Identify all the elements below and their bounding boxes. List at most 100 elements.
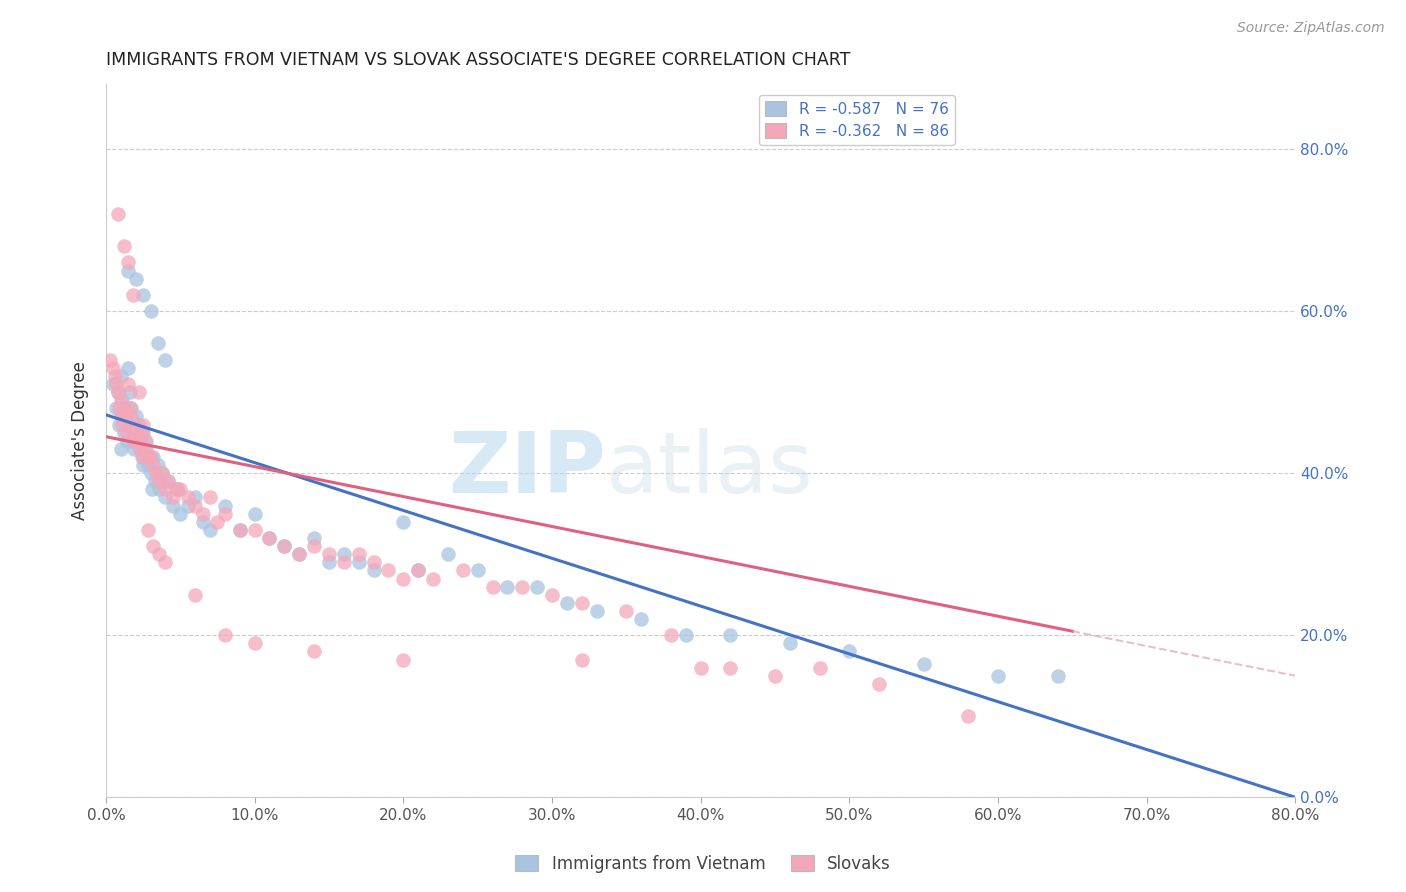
Point <box>131 450 153 464</box>
Point <box>229 523 252 537</box>
Point <box>139 450 162 464</box>
Point <box>131 425 153 440</box>
Point <box>148 483 170 497</box>
Point <box>145 466 167 480</box>
Point <box>451 563 474 577</box>
Point <box>302 539 325 553</box>
Point <box>107 385 129 400</box>
Point <box>720 628 742 642</box>
Point <box>406 563 429 577</box>
Point <box>288 547 311 561</box>
Point <box>118 385 141 400</box>
Text: ZIP: ZIP <box>447 428 606 511</box>
Point <box>110 442 132 456</box>
Point <box>184 491 207 505</box>
Point <box>659 628 682 642</box>
Point <box>406 563 429 577</box>
Point <box>808 661 831 675</box>
Point <box>103 360 125 375</box>
Point <box>363 563 385 577</box>
Point <box>229 523 252 537</box>
Point <box>124 271 146 285</box>
Point <box>139 304 162 318</box>
Point <box>392 572 415 586</box>
Point <box>302 644 325 658</box>
Point <box>112 239 135 253</box>
Point <box>763 669 786 683</box>
Point <box>318 547 340 561</box>
Point <box>120 409 142 424</box>
Point <box>157 475 180 489</box>
Point <box>363 555 385 569</box>
Point <box>141 483 163 497</box>
Point <box>103 377 125 392</box>
Point <box>526 580 548 594</box>
Point <box>422 572 444 586</box>
Point <box>720 661 742 675</box>
Point <box>675 628 697 642</box>
Point <box>585 604 607 618</box>
Point <box>392 515 415 529</box>
Point <box>132 450 155 464</box>
Point <box>191 515 214 529</box>
Point <box>259 531 281 545</box>
Point <box>273 539 295 553</box>
Point <box>347 547 370 561</box>
Point <box>630 612 652 626</box>
Point <box>134 434 156 448</box>
Point <box>243 523 266 537</box>
Point <box>115 434 138 448</box>
Point <box>136 450 159 464</box>
Text: Source: ZipAtlas.com: Source: ZipAtlas.com <box>1237 21 1385 35</box>
Y-axis label: Associate's Degree: Associate's Degree <box>72 361 89 520</box>
Point <box>868 677 890 691</box>
Point <box>111 417 134 432</box>
Point <box>191 507 214 521</box>
Point <box>104 368 127 383</box>
Point <box>117 417 139 432</box>
Point <box>111 393 134 408</box>
Point <box>132 417 155 432</box>
Point <box>176 491 198 505</box>
Point <box>571 652 593 666</box>
Point <box>118 401 141 416</box>
Point <box>169 483 191 497</box>
Point <box>987 669 1010 683</box>
Point <box>121 425 143 440</box>
Point <box>122 434 145 448</box>
Point <box>779 636 801 650</box>
Point <box>114 409 136 424</box>
Point <box>214 628 236 642</box>
Point <box>132 425 155 440</box>
Point <box>184 588 207 602</box>
Point <box>957 709 980 723</box>
Point <box>142 450 165 464</box>
Point <box>377 563 399 577</box>
Point <box>912 657 935 671</box>
Point <box>155 491 177 505</box>
Point <box>496 580 519 594</box>
Point <box>243 636 266 650</box>
Point <box>117 255 139 269</box>
Point <box>127 434 149 448</box>
Point <box>128 434 150 448</box>
Point <box>112 425 135 440</box>
Point <box>166 483 188 497</box>
Point <box>184 499 207 513</box>
Point <box>214 507 236 521</box>
Point <box>108 417 131 432</box>
Legend: R = -0.587   N = 76, R = -0.362   N = 86: R = -0.587 N = 76, R = -0.362 N = 86 <box>759 95 955 145</box>
Point <box>121 434 143 448</box>
Point <box>347 555 370 569</box>
Point <box>135 434 157 448</box>
Point <box>132 288 155 302</box>
Point <box>117 360 139 375</box>
Point <box>214 499 236 513</box>
Point <box>302 531 325 545</box>
Point <box>318 555 340 569</box>
Point <box>838 644 860 658</box>
Point <box>333 547 356 561</box>
Point <box>129 442 152 456</box>
Point <box>117 263 139 277</box>
Point <box>107 385 129 400</box>
